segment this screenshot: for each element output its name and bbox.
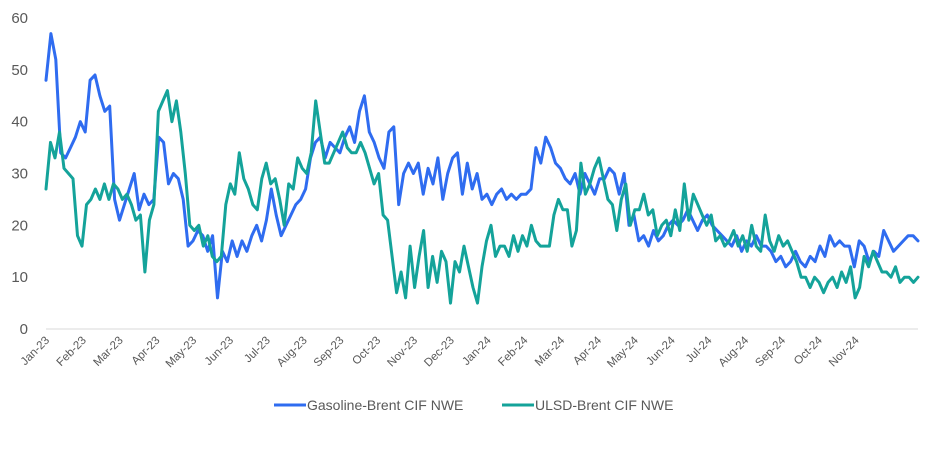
- x-tick-label: May-24: [605, 334, 641, 370]
- y-tick-label: 0: [20, 321, 28, 338]
- x-tick-label: Jan-23: [19, 335, 52, 368]
- x-tick-label: Dec-23: [422, 335, 457, 370]
- x-tick-label: Aug-23: [275, 335, 310, 370]
- y-tick-label: 30: [11, 166, 28, 183]
- x-tick-label: Oct-24: [792, 334, 825, 367]
- series-line-ulsd: [44, 89, 920, 305]
- y-tick-label: 10: [11, 269, 28, 286]
- legend-label: Gasoline-Brent CIF NWE: [307, 397, 463, 413]
- x-tick-label: Jun-23: [203, 335, 236, 368]
- x-tick-label: Feb-23: [55, 335, 89, 369]
- x-tick-label: May-23: [164, 335, 200, 371]
- y-tick-label: 60: [11, 10, 28, 27]
- x-tick-label: Oct-23: [350, 335, 383, 368]
- plot-area: [44, 32, 920, 305]
- x-tick-label: Jul-23: [242, 335, 273, 366]
- x-tick-label: Mar-24: [533, 334, 568, 369]
- x-tick-label: Jan-24: [460, 334, 494, 368]
- x-tick-label: Sep-24: [753, 334, 788, 369]
- x-tick-label: Apr-24: [571, 334, 604, 367]
- x-tick-label: Jul-24: [684, 334, 715, 365]
- x-tick-label: Feb-24: [496, 334, 531, 369]
- x-axis: Jan-23 Feb-23 Mar-23 Apr-23 May-23 Jun-23 Jul-…: [19, 334, 862, 370]
- series-line-gasoline: [44, 32, 920, 300]
- x-tick-label: Sep-23: [312, 335, 347, 370]
- legend: Gasoline-Brent CIF NWE ULSD-Brent CIF NWE: [274, 397, 673, 413]
- x-tick-label: Jun-24: [644, 334, 678, 368]
- x-tick-label: Nov-23: [385, 335, 420, 370]
- x-tick-label: Mar-23: [91, 335, 125, 369]
- x-tick-label: Apr-23: [130, 335, 163, 368]
- x-tick-label: Aug-24: [717, 334, 752, 369]
- y-tick-label: 50: [11, 62, 28, 79]
- y-tick-label: 20: [11, 217, 28, 234]
- y-tick-label: 40: [11, 114, 28, 131]
- y-axis: 0 10 20 30 40 50 60: [11, 10, 28, 338]
- x-tick-label: Nov-24: [827, 334, 862, 369]
- legend-label: ULSD-Brent CIF NWE: [535, 397, 673, 413]
